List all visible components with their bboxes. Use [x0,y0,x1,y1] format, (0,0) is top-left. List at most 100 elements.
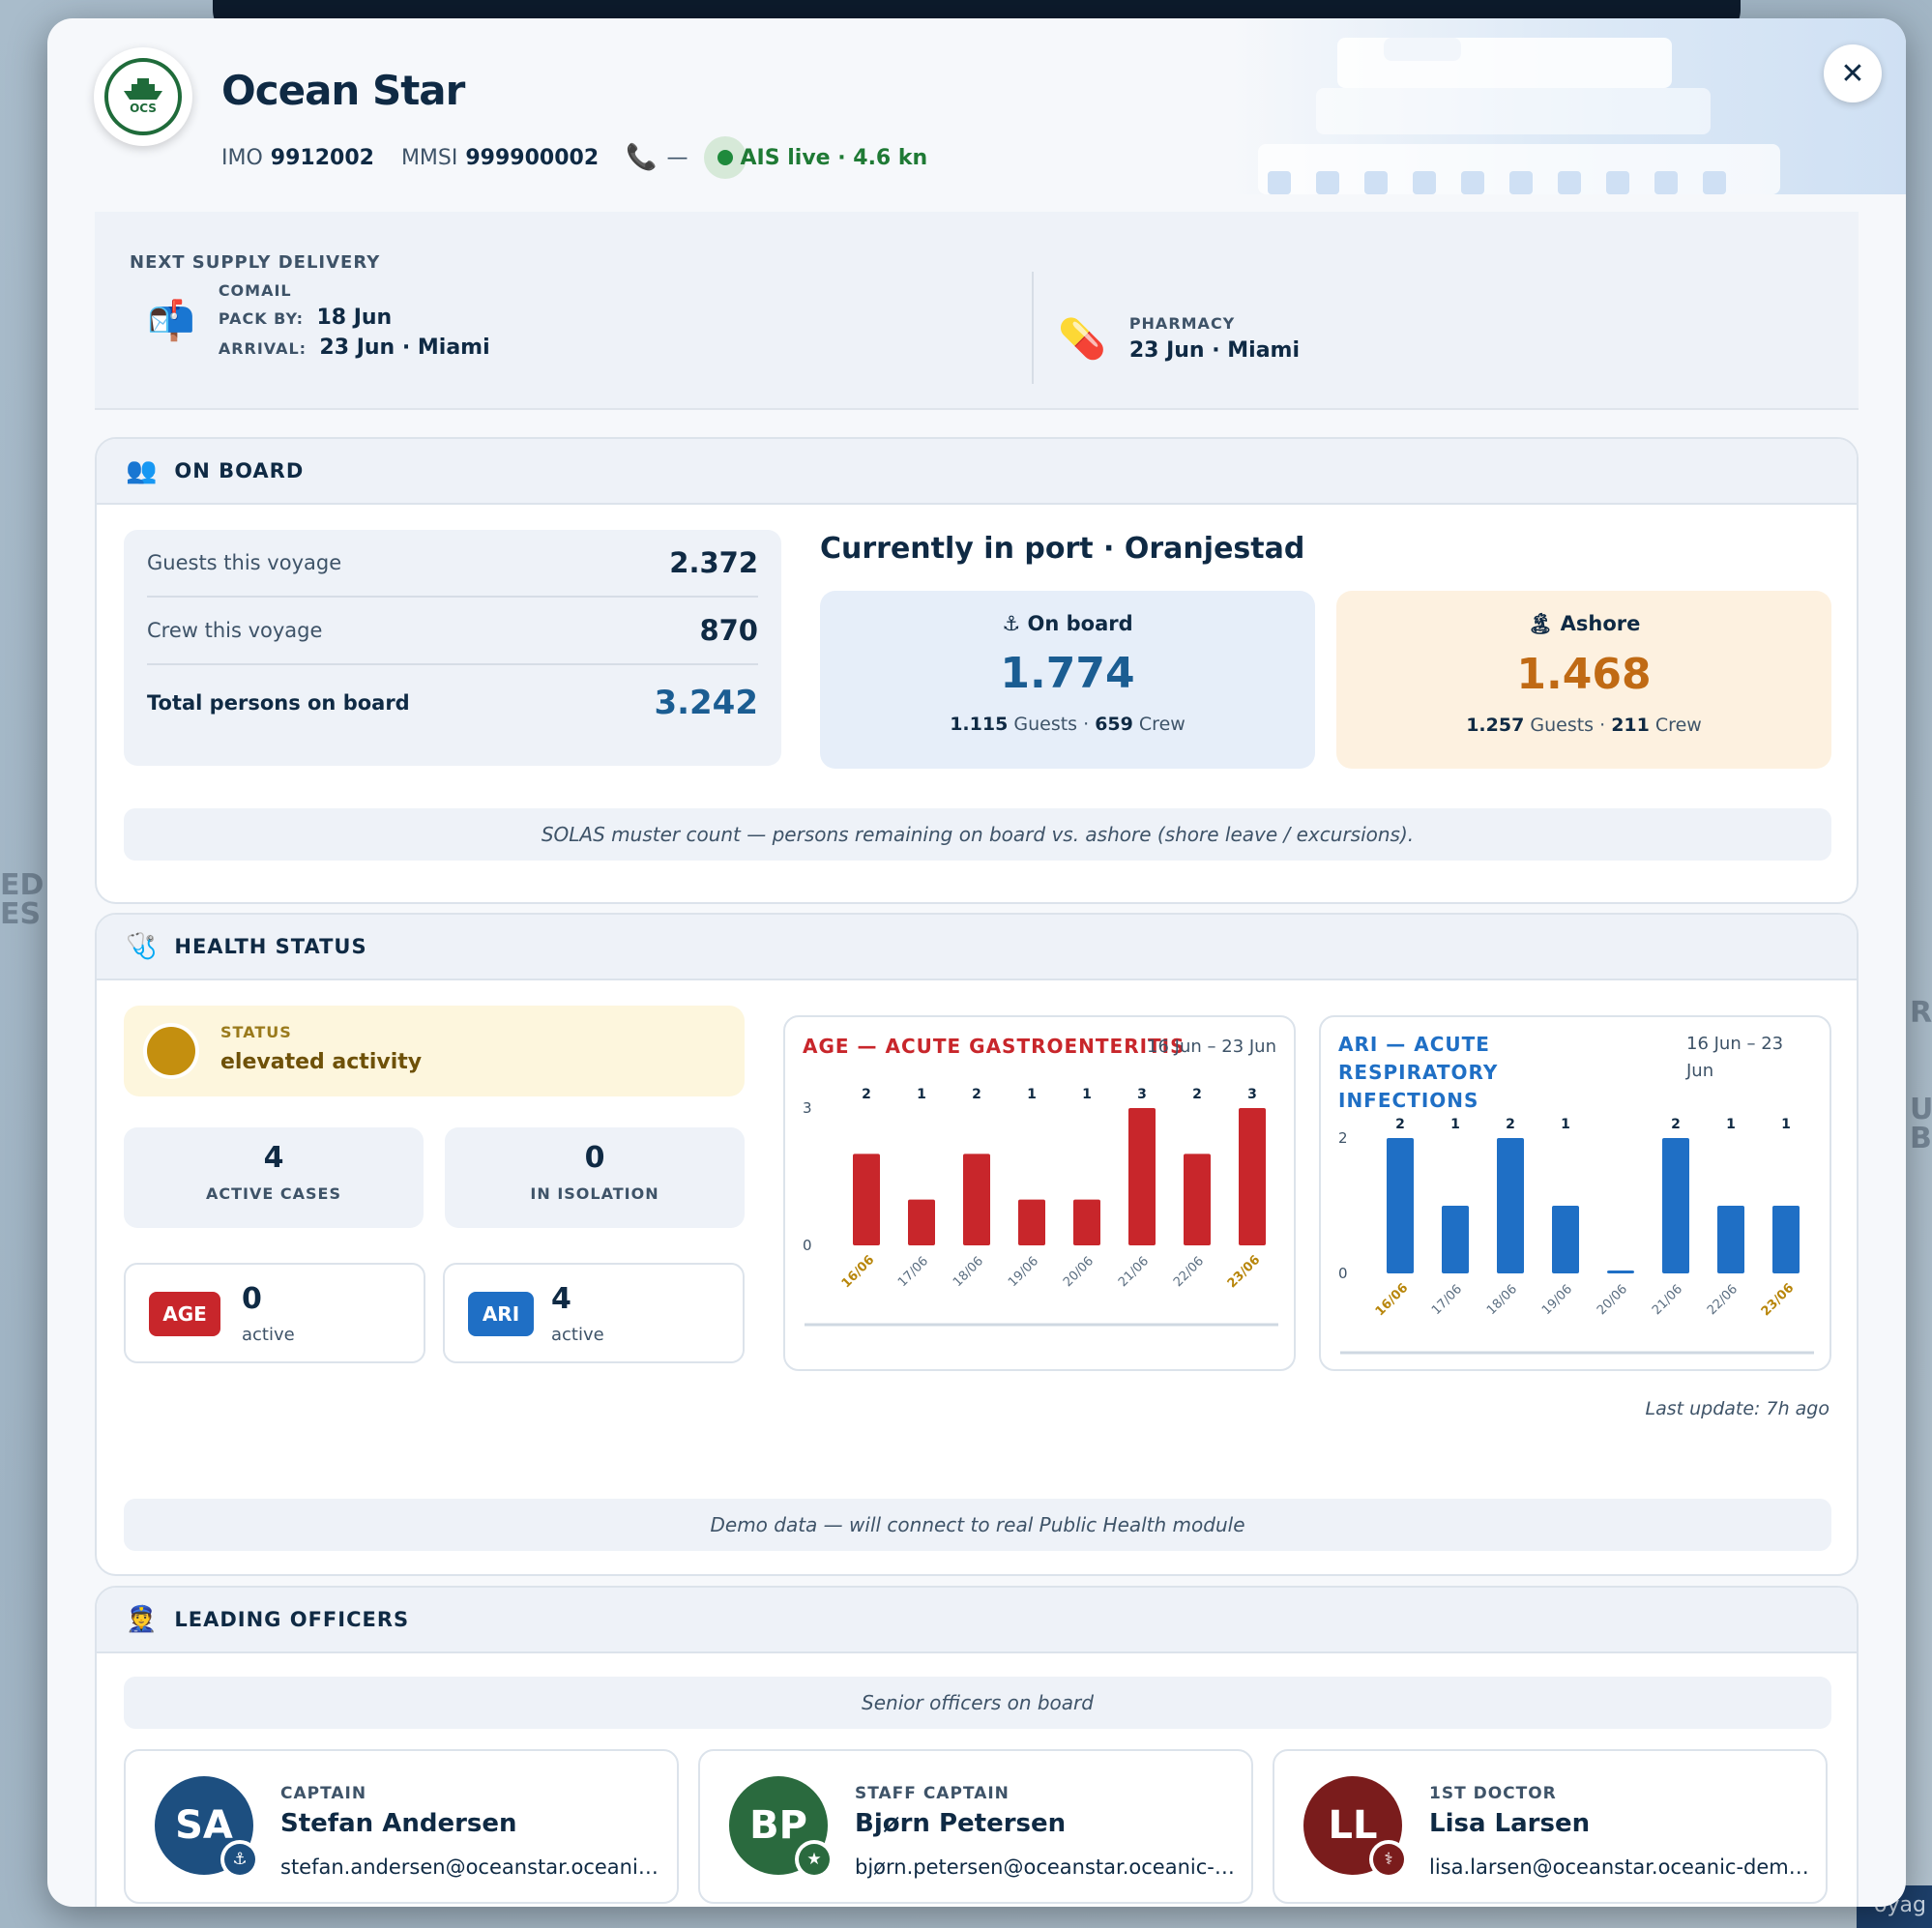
officer-card[interactable]: LL ⚕ 1ST DOCTOR Lisa Larsen lisa.larsen@ocea… [1273,1749,1828,1904]
guests-label: Guests this voyage [147,551,342,574]
chart-bar [1717,1206,1744,1273]
data-label: 1 [1027,1087,1037,1102]
age-chart-card: AGE — ACUTE GASTROENTERITIS 16 Jun – 23 … [783,1015,1296,1371]
on-board-box: ⚓ On board 1.774 1.115 Guests · 659 Crew [820,591,1315,769]
officer-card[interactable]: SA ⚓ CAPTAIN Stefan Andersen stefan.andersen… [124,1749,679,1904]
window-decoration [1703,171,1726,194]
guests-text: Guests [1530,715,1595,736]
map-label: BI [1910,1122,1932,1155]
island-icon: 🏝 [1527,612,1554,635]
close-icon: ✕ [1840,56,1865,91]
map-label: UD [1910,1093,1932,1126]
data-label: 2 [1506,1117,1515,1132]
chart-bar [853,1154,880,1245]
ashore-guests: 1.257 [1466,715,1525,736]
phone-icon[interactable]: 📞 [626,143,658,172]
chart-bar [1184,1154,1211,1245]
supply-divider [1032,272,1034,384]
window-decoration [1509,171,1533,194]
window-decoration [1606,171,1629,194]
officers-subtitle: Senior officers on board [124,1677,1831,1729]
vessel-header: OCS Ocean Star IMO 9912002 MMSI 99990000… [94,47,1854,192]
close-button[interactable]: ✕ [1824,44,1882,102]
officer-email[interactable]: bjørn.petersen@oceanstar.oceanic-demo.co… [855,1855,1242,1879]
officer-role: 1ST DOCTOR [1429,1784,1557,1803]
window-decoration [1413,171,1436,194]
x-tick-label: 16/06 [839,1253,878,1292]
health-status-box: STATUS elevated activity [124,1006,745,1096]
data-label: 2 [1192,1087,1202,1102]
age-chart-title: AGE — ACUTE GASTROENTERITIS [803,1035,1186,1058]
chart-bar [1128,1108,1156,1245]
arrival-value: 23 Jun · Miami [319,336,490,360]
logo-text: OCS [130,102,157,115]
ashore-total: 1.468 [1516,650,1652,699]
chart-bar [1497,1138,1524,1273]
data-label: 1 [1450,1117,1460,1132]
pharmacy-delivery: 💊 PHARMACY 23 Jun · Miami [1058,314,1300,363]
active-cases-box: 4 ACTIVE CASES [124,1127,424,1228]
x-tick-label: 23/06 [1759,1281,1798,1320]
pharmacy-title: PHARMACY [1128,314,1236,333]
crew-text: Crew [1138,714,1186,735]
officer-email[interactable]: lisa.larsen@oceanstar.oceanic-demo.com [1429,1855,1816,1879]
window-decoration [1268,171,1291,194]
data-label: 1 [1082,1087,1092,1102]
chart-bar [1607,1271,1634,1273]
x-tick-label: 19/06 [1539,1282,1575,1318]
officer-card[interactable]: BP ★ STAFF CAPTAIN Bjørn Petersen bjørn.pete… [698,1749,1253,1904]
chart-bar [1552,1206,1579,1273]
officer-email[interactable]: stefan.andersen@oceanstar.oceanic-demo.c… [280,1855,667,1879]
imo-value: 9912002 [270,145,374,170]
chart-bar [908,1199,935,1245]
window-decoration [1654,171,1678,194]
health-title: HEALTH STATUS [174,935,367,958]
chart-bar [1239,1108,1266,1245]
ashore-box: 🏝 Ashore 1.468 1.257 Guests · 211 Crew [1336,591,1831,769]
health-header: 🩺 HEALTH STATUS [97,915,1857,980]
active-cases-label: ACTIVE CASES [206,1184,341,1203]
total-label: Total persons on board [147,691,410,715]
last-update: Last update: 7h ago [1645,1398,1830,1419]
data-label: 2 [1671,1117,1681,1132]
officers-card: 👮 LEADING OFFICERS Senior officers on bo… [95,1586,1859,1907]
mmsi-label: MMSI [400,145,458,170]
x-tick-label: 17/06 [895,1254,931,1290]
vessel-identifiers: IMO 9912002 MMSI 999900002 📞 — AIS live … [221,136,927,179]
crew-label: Crew this voyage [147,619,323,642]
window-decoration [1461,171,1484,194]
age-active-value: 0 [242,1282,262,1316]
comail-delivery: 📬 COMAIL PACK BY: 18 Jun ARRIVAL: 23 Jun… [147,281,490,360]
vessel-detail-modal: OCS Ocean Star IMO 9912002 MMSI 99990000… [47,18,1906,1907]
y-tick-label: 0 [803,1237,812,1254]
officer-name: Lisa Larsen [1429,1809,1591,1838]
on-board-guests: 1.115 [950,714,1009,735]
voyage-stats: Guests this voyage 2.372 Crew this voyage… [124,530,781,766]
anchor-icon: ⚓ [1002,612,1021,635]
on-board-total: 1.774 [1000,649,1135,698]
crew-value: 870 [699,614,758,647]
pharmacy-value: 23 Jun · Miami [1128,338,1301,363]
window-decoration [1558,171,1581,194]
chart-bar [1387,1138,1414,1273]
stethoscope-icon: 🩺 [126,932,158,961]
arrival-label: ARRIVAL: [218,339,307,358]
window-decoration [1364,171,1388,194]
onboard-header: 👥 ON BOARD [97,439,1857,505]
health-card: 🩺 HEALTH STATUS STATUS elevated activity… [95,913,1859,1576]
comail-title: COMAIL [218,281,292,300]
isolation-value: 0 [584,1141,605,1175]
guests-text: Guests [1013,714,1078,735]
on-board-crew: 659 [1095,714,1133,735]
ari-active-box: ARI 4 active [443,1263,745,1363]
data-label: 3 [1247,1087,1257,1102]
x-tick-label: 20/06 [1595,1282,1630,1318]
data-label: 2 [862,1087,871,1102]
age-tag: AGE [149,1292,220,1336]
vessel-name: Ocean Star [221,67,465,114]
crew-text: Crew [1654,715,1702,736]
officers-header: 👮 LEADING OFFICERS [97,1588,1857,1653]
ari-bar-chart: 2 0 2 16/06 1 17/06 2 18/06 1 19/06 20/06 2 21/06 1 22… [1338,1117,1814,1355]
window-decoration [1316,171,1339,194]
x-tick-label: 22/06 [1705,1282,1741,1318]
